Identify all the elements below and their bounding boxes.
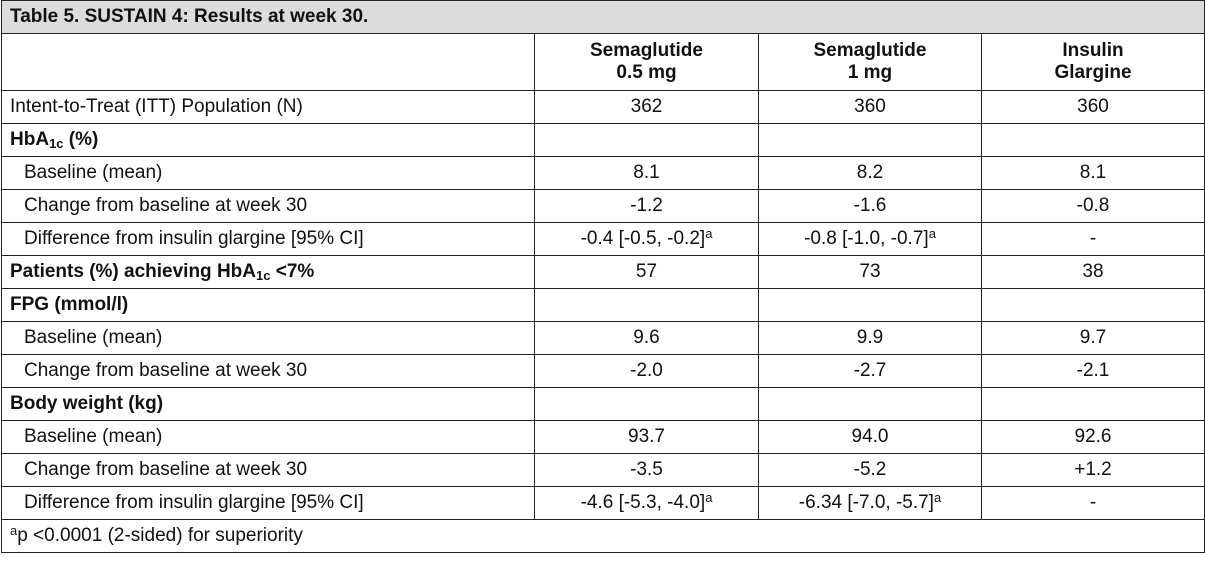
header-row: Semaglutide 0.5 mg Semaglutide 1 mg Insulin G… — [1, 33, 1205, 91]
cell: -5.2 — [758, 453, 982, 487]
supscript: a — [933, 490, 942, 505]
title-row: Table 5. SUSTAIN 4: Results at week 30. — [1, 0, 1205, 34]
cell: 8.1 — [981, 156, 1205, 190]
cell: 8.2 — [758, 156, 982, 190]
text-part: Patients (%) achieving HbA — [10, 261, 256, 282]
column-header: Insulin Glargine — [981, 33, 1205, 91]
cell — [534, 288, 759, 322]
text-part: p <0.0001 (2-sided) for superiority — [17, 525, 303, 546]
cell: -2.7 — [758, 354, 982, 388]
cell: -0.8 [-1.0, -0.7]a — [758, 222, 982, 256]
header-line: 0.5 mg — [616, 62, 677, 83]
row-label: Difference from insulin glargine [95% CI… — [1, 222, 535, 256]
text-part: HbA — [10, 129, 50, 150]
row-label: Baseline (mean) — [1, 321, 535, 355]
footnote-row: ap <0.0001 (2-sided) for superiority — [1, 519, 1205, 553]
text-part: -4.6 [-5.3, -4.0] — [580, 492, 706, 513]
data-row: Difference from insulin glargine [95% CI… — [1, 222, 1205, 256]
cell: 57 — [534, 255, 759, 289]
column-header: Semaglutide 0.5 mg — [534, 33, 759, 91]
subscript: 1c — [256, 268, 271, 283]
cell — [758, 387, 982, 421]
supscript: a — [10, 523, 18, 538]
row-label: Intent-to-Treat (ITT) Population (N) — [1, 90, 535, 124]
row-label: Change from baseline at week 30 — [1, 189, 535, 223]
data-row: Change from baseline at week 30 -1.2 -1.6-… — [1, 189, 1205, 223]
row-label: Change from baseline at week 30 — [1, 453, 535, 487]
supscript: a — [705, 226, 713, 241]
supscript: a — [705, 490, 713, 505]
text-part: -0.4 [-0.5, -0.2] — [580, 228, 706, 249]
cell: -2.1 — [981, 354, 1205, 388]
data-row: Difference from insulin glargine [95% CI… — [1, 486, 1205, 520]
cell — [758, 123, 982, 157]
cell: 9.9 — [758, 321, 982, 355]
row-label: Difference from insulin glargine [95% CI… — [1, 486, 535, 520]
cell: +1.2 — [981, 453, 1205, 487]
data-row: Change from baseline at week 30 -2.0 -2.7-… — [1, 354, 1205, 388]
text-part: -6.34 [-7.0, -5.7] — [798, 492, 934, 513]
header-blank — [1, 33, 535, 91]
cell: -2.0 — [534, 354, 759, 388]
data-row: Baseline (mean) 8.1 8.2 8.1 — [1, 156, 1205, 190]
cell: 38 — [981, 255, 1205, 289]
cell: -0.4 [-0.5, -0.2]a — [534, 222, 759, 256]
header-line: Semaglutide — [813, 40, 927, 61]
cell: 360 — [758, 90, 982, 124]
row-label: Baseline (mean) — [1, 420, 535, 454]
cell: -4.6 [-5.3, -4.0]a — [534, 486, 759, 520]
text-part: (%) — [63, 129, 99, 150]
cell — [534, 387, 759, 421]
row-label: Change from baseline at week 30 — [1, 354, 535, 388]
supscript: a — [928, 226, 936, 241]
data-row: Change from baseline at week 30 -3.5 -5.2 +… — [1, 453, 1205, 487]
cell: -3.5 — [534, 453, 759, 487]
data-row: FPG (mmol/l) — [1, 288, 1205, 322]
cell — [758, 288, 982, 322]
cell: 8.1 — [534, 156, 759, 190]
data-row: Body weight (kg) — [1, 387, 1205, 421]
cell: -6.34 [-7.0, -5.7]a — [758, 486, 982, 520]
subscript: 1c — [49, 136, 64, 151]
cell: - — [981, 486, 1205, 520]
cell: 360 — [981, 90, 1205, 124]
data-row: Intent-to-Treat (ITT) Population (N) 362 3… — [1, 90, 1205, 124]
cell: 9.6 — [534, 321, 759, 355]
row-label: Body weight (kg) — [1, 387, 535, 421]
table-title: Table 5. SUSTAIN 4: Results at week 30. — [1, 0, 1205, 34]
cell — [534, 123, 759, 157]
cell: 92.6 — [981, 420, 1205, 454]
cell: 9.7 — [981, 321, 1205, 355]
cell: -1.2 — [534, 189, 759, 223]
header-line: Semaglutide — [590, 40, 703, 61]
data-row: Baseline (mean) 93.7 94.0 92.6 — [1, 420, 1205, 454]
cell: 94.0 — [758, 420, 982, 454]
text-part: <7% — [270, 261, 315, 282]
data-row: HbA1c (%) — [1, 123, 1205, 157]
cell: -1.6 — [758, 189, 982, 223]
cell: 93.7 — [534, 420, 759, 454]
row-label: HbA1c (%) — [1, 123, 535, 157]
cell: 73 — [758, 255, 982, 289]
cell: 362 — [534, 90, 759, 124]
column-header: Semaglutide 1 mg — [758, 33, 982, 91]
data-row: Baseline (mean) 9.6 9.9 9.7 — [1, 321, 1205, 355]
cell — [981, 387, 1205, 421]
cell — [981, 123, 1205, 157]
header-line: 1 mg — [847, 62, 893, 83]
header-line: Insulin — [1062, 40, 1124, 61]
text-part: -0.8 [-1.0, -0.7] — [804, 228, 929, 249]
row-label: FPG (mmol/l) — [1, 288, 535, 322]
cell: -0.8 — [981, 189, 1205, 223]
row-label: Baseline (mean) — [1, 156, 535, 190]
cell — [981, 288, 1205, 322]
row-label: Patients (%) achieving HbA1c <7% — [1, 255, 535, 289]
footnote: ap <0.0001 (2-sided) for superiority — [1, 519, 1205, 553]
header-line: Glargine — [1054, 62, 1132, 83]
cell: - — [981, 222, 1205, 256]
data-row: Patients (%) achieving HbA1c <7% 57 73 38 — [1, 255, 1205, 289]
